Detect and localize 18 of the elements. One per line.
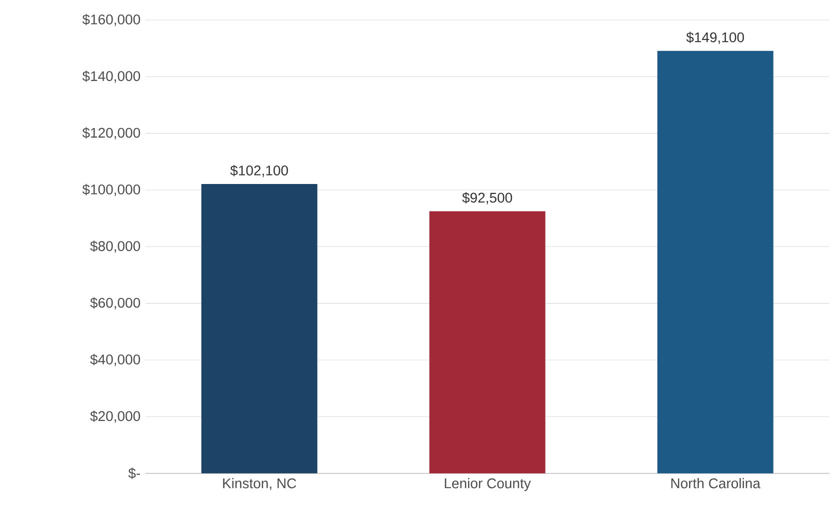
y-tick-label: $60,000 [90,297,140,310]
bar [201,184,318,474]
y-tick-label: $80,000 [90,240,140,253]
y-tick-label: $40,000 [90,354,140,366]
y-tick-label: $160,000 [82,14,140,26]
data-label: $92,500 [462,192,512,204]
bar [429,211,546,474]
bar [657,50,774,474]
y-tick-label: $- [128,468,140,479]
data-label: $149,100 [686,32,744,44]
y-tick-label: $140,000 [82,70,140,83]
y-tick-label: $20,000 [90,410,140,423]
y-tick-label: $120,000 [82,127,140,140]
x-tick-label: North Carolina [671,478,760,488]
data-label: $102,100 [230,164,288,178]
y-tick-label: $100,000 [82,184,140,196]
x-tick-label: Kinston, NC [223,478,296,490]
x-tick-label: Lenior County [444,478,531,492]
